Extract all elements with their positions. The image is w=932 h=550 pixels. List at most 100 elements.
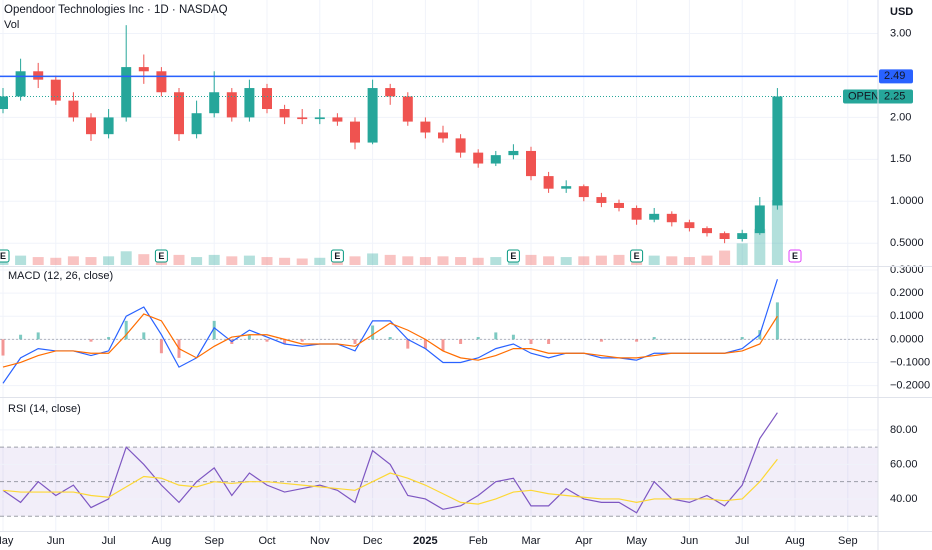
volume-bar [736,243,748,265]
earnings-marker[interactable] [788,249,802,263]
volume-bar [666,256,678,265]
histogram-bar [775,302,779,340]
histogram-bar [36,332,40,340]
macd-line [2,313,778,368]
candle-body [191,113,202,135]
earnings-label: E [792,251,798,261]
x-tick-label: Dec [363,535,383,547]
y-tick-label: 60.00 [890,458,918,470]
y-tick-label: 2.00 [890,111,911,123]
earnings-marker[interactable] [330,249,344,263]
candle-body [702,228,712,234]
candle-body [367,88,378,143]
histogram-bar [19,334,23,340]
earnings-label: E [158,251,164,261]
volume-bar [349,256,361,265]
candle-body [508,150,519,156]
histogram-bar [371,325,375,340]
volume-bar [15,255,27,265]
candle-body [50,79,61,101]
candle-body [314,117,325,120]
volume-bar [384,254,396,265]
histogram-bar [740,337,744,340]
candle-body [473,152,484,164]
macd-line [2,279,778,384]
histogram-bar [212,320,216,340]
y-tick-label: −0.2000 [890,380,930,392]
x-tick-label: Jun [681,535,699,547]
volume-bar [226,256,238,265]
earnings-marker[interactable] [0,249,10,263]
x-tick-label: 2025 [413,535,437,547]
candle-body [526,150,536,177]
open-value: 2.25 [884,90,905,102]
x-tick-label: Feb [469,535,488,547]
y-tick-label: 3.00 [890,27,911,39]
y-tick-label: 0.1000 [890,310,924,322]
candle-body [121,67,132,118]
histogram-bar [494,332,498,340]
y-tick-label: 0.3000 [890,264,924,276]
candle-body [631,207,642,220]
volume-bar [455,257,467,265]
histogram-bar [283,339,287,344]
histogram-bar [599,339,603,342]
x-tick-label: May [0,535,14,547]
x-tick-label: Jul [735,535,749,547]
volume-bar [191,257,203,265]
candle-body [666,213,677,223]
price-label: 2.49 [884,70,905,82]
earnings-marker[interactable] [630,249,644,263]
earnings-label: E [334,251,340,261]
candle-body [737,233,748,240]
candle-body [0,96,8,110]
histogram-bar [406,339,410,349]
volume-bar [138,254,150,265]
candle-body [15,71,26,97]
candle-body [350,121,360,143]
histogram-bar [89,339,93,342]
histogram-bar [441,339,445,351]
macd-title: MACD (12, 26, close) [8,270,113,282]
x-tick-label: Aug [785,535,805,547]
candle-body [138,67,149,72]
rsi-band [0,447,878,517]
x-tick-label: May [626,535,647,547]
x-tick-label: Jun [47,535,65,547]
x-tick-label: Aug [152,535,172,547]
volume-bar [490,257,502,265]
candle-body [614,202,624,208]
volume-bar [595,255,607,265]
candle-body [543,176,554,189]
volume-bar [67,256,79,265]
volume-bar [472,257,484,265]
volume-bar [613,254,625,265]
rsi-line [2,458,778,505]
earnings-marker[interactable] [506,249,520,263]
earnings-marker[interactable] [154,249,168,263]
x-tick-label: Jul [102,535,116,547]
candle-body [33,71,44,80]
histogram-bar [652,337,656,340]
histogram-bar [547,339,551,344]
volume-bar [208,254,220,265]
candle-body [156,71,167,93]
candle-body [772,96,783,206]
candle-body [649,213,660,220]
volume-bar [279,257,291,265]
histogram-bar [142,332,146,340]
y-tick-label: 1.50 [890,153,911,165]
candle-body [103,117,114,135]
currency: USD [890,6,913,18]
volume-bar [525,254,537,265]
candle-body [455,138,466,153]
volume-bar [296,258,308,265]
volume-bar [261,257,273,265]
x-tick-label: Nov [310,535,330,547]
volume-bar [402,256,414,265]
volume-bar [314,257,326,265]
volume-bar [419,257,431,265]
y-tick-label: 0.5000 [890,237,924,249]
